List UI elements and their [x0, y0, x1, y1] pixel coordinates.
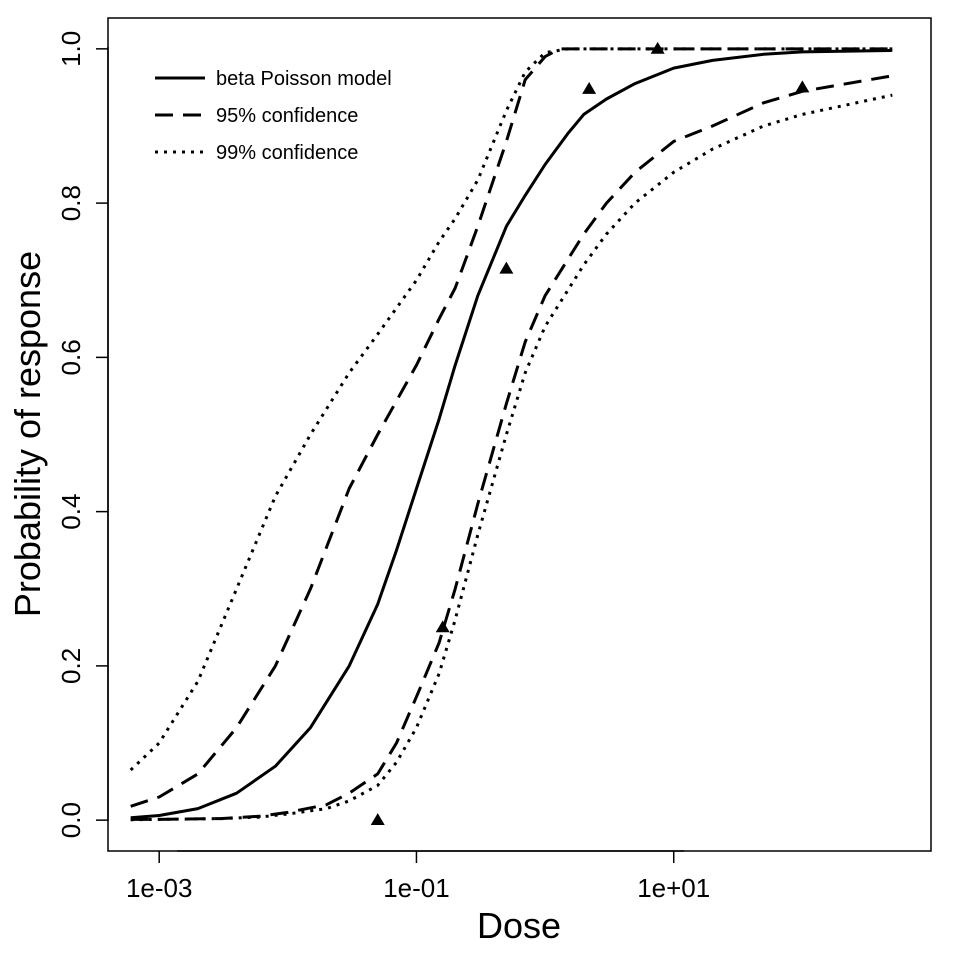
legend-label: beta Poisson model — [216, 68, 392, 90]
series-line-dotted — [129, 47, 893, 772]
observed-point — [582, 81, 597, 94]
legend-label: 95% confidence — [216, 105, 358, 127]
observed-point — [435, 620, 450, 633]
y-tick-label: 0.0 — [56, 802, 86, 838]
y-tick-label: 0.2 — [56, 648, 86, 684]
series-line-dashed — [130, 74, 893, 821]
series-line-dotted — [130, 93, 893, 822]
x-tick-label: 1e-03 — [126, 873, 193, 903]
x-tick-label: 1e+01 — [637, 873, 710, 903]
series-line-solid — [130, 48, 893, 820]
x-tick-label: 1e-01 — [383, 873, 450, 903]
observed-point — [795, 80, 810, 93]
observed-points — [370, 41, 810, 826]
y-axis: 0.0 0.2 0.4 0.6 0.8 1.0 — [56, 31, 109, 838]
x-axis-label: Dose — [477, 905, 561, 946]
y-tick-label: 0.6 — [56, 339, 86, 375]
series-layer — [129, 47, 893, 822]
y-tick-label: 0.8 — [56, 185, 86, 221]
observed-point — [650, 41, 665, 54]
y-axis-label: Probability of response — [7, 251, 48, 617]
legend: beta Poisson model 95% confidence 99% conf… — [155, 68, 392, 164]
legend-label: 99% confidence — [216, 142, 358, 164]
observed-point — [499, 261, 514, 274]
y-tick-label: 0.4 — [56, 494, 86, 530]
observed-point — [370, 813, 385, 826]
y-tick-label: 1.0 — [56, 31, 86, 67]
x-axis: 1e-03 1e-01 1e+01 — [126, 850, 710, 903]
